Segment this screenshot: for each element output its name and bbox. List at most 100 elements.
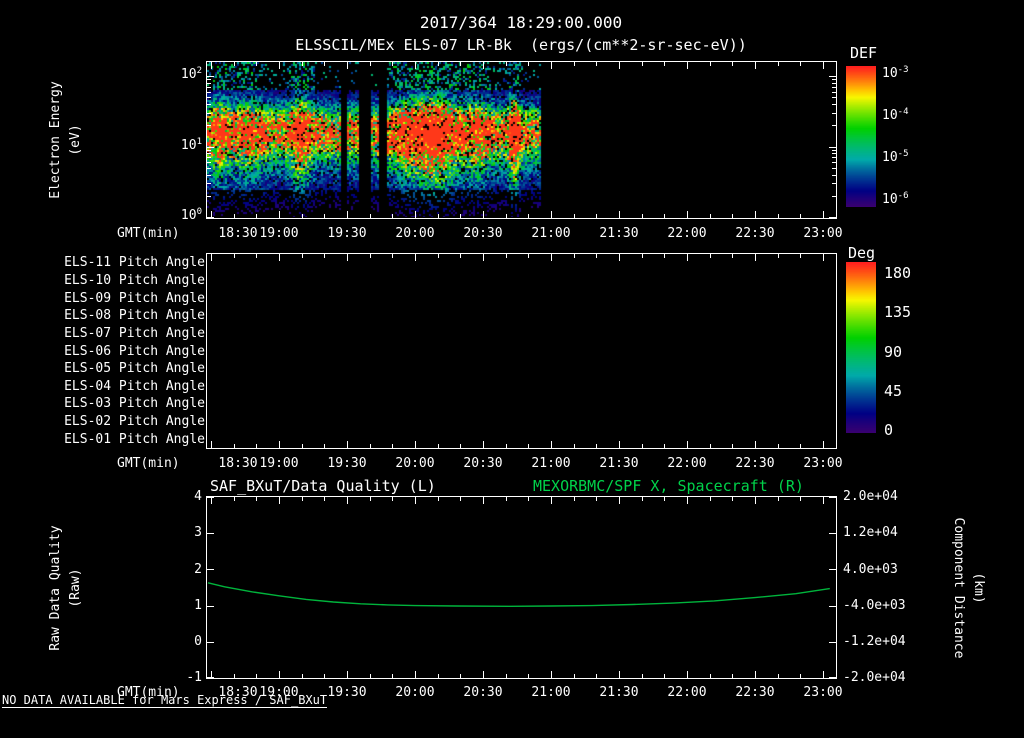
energy-tick-label: 101 <box>140 137 202 153</box>
axis-tick <box>483 254 484 261</box>
axis-tick <box>687 497 688 504</box>
axis-tick <box>392 214 394 218</box>
axis-tick <box>347 62 348 69</box>
pitch-angle-row-label: ELS-07 Pitch Angle <box>64 325 205 341</box>
pitch-angle-row-label: ELS-08 Pitch Angle <box>64 308 205 324</box>
axis-tick <box>573 62 575 66</box>
axis-tick <box>460 62 462 66</box>
timestamp-title: 2017/364 18:29:00.000 <box>419 13 623 32</box>
axis-tick <box>823 254 824 261</box>
deg-colorbar-tick-label: 135 <box>884 303 912 322</box>
plot-title: ELSSCIL/MEx ELS-07 LR-Bk (ergs/(cm**2-sr… <box>295 36 747 54</box>
axis-tick <box>777 62 779 66</box>
axis-tick <box>324 497 326 501</box>
axis-tick <box>233 674 235 678</box>
quality-tick-label: 1 <box>194 598 202 613</box>
axis-tick <box>755 671 756 678</box>
axis-tick <box>823 211 824 218</box>
axis-tick <box>369 497 371 501</box>
x-tick-label: 18:30 <box>218 456 258 471</box>
axis-tick <box>732 62 734 66</box>
x-tick-label: 19:30 <box>327 456 367 471</box>
axis-tick <box>755 62 756 69</box>
axis-tick <box>301 254 303 258</box>
axis-tick <box>528 497 530 501</box>
axis-tick <box>256 62 258 66</box>
axis-tick <box>211 211 212 218</box>
axis-tick <box>823 671 824 678</box>
axis-tick <box>832 157 836 159</box>
x-tick-label: 20:30 <box>463 226 503 241</box>
axis-tick <box>207 112 211 114</box>
axis-tick <box>324 674 326 678</box>
axis-tick <box>392 254 394 258</box>
axis-tick <box>207 195 211 197</box>
axis-tick <box>800 674 802 678</box>
axis-tick <box>460 254 462 258</box>
axis-tick <box>551 441 552 448</box>
axis-tick <box>829 533 836 535</box>
axis-tick <box>596 62 598 66</box>
axis-tick <box>207 82 211 84</box>
axis-tick <box>207 149 211 151</box>
axis-tick <box>777 497 779 501</box>
axis-tick <box>505 214 507 218</box>
axis-tick <box>596 444 598 448</box>
x-tick-label: 22:30 <box>735 226 775 241</box>
axis-tick <box>755 254 756 261</box>
axis-tick <box>823 497 824 504</box>
axis-tick <box>483 497 484 504</box>
axis-tick <box>709 214 711 218</box>
axis-tick <box>392 497 394 501</box>
axis-tick <box>415 441 416 448</box>
x-tick-label: 19:00 <box>259 685 299 700</box>
axis-tick <box>832 79 836 81</box>
axis-tick <box>551 62 552 69</box>
axis-tick <box>437 254 439 258</box>
axis-tick <box>505 674 507 678</box>
axis-tick <box>460 497 462 501</box>
axis-tick <box>301 214 303 218</box>
axis-tick <box>301 674 303 678</box>
pitch-angle-row-label: ELS-06 Pitch Angle <box>64 343 205 359</box>
axis-tick <box>483 211 484 218</box>
x-tick-label: 19:30 <box>327 685 367 700</box>
gmt-axis-panel1: GMT(min) 18:30 19:00 19:30 20:00 20:30 21:00 21… <box>0 226 1024 242</box>
axis-tick <box>211 497 212 504</box>
axis-tick <box>207 162 211 164</box>
els-quicklook-plot: 2017/364 18:29:00.000 ELSSCIL/MEx ELS-07… <box>0 13 1024 708</box>
axis-tick <box>207 76 214 78</box>
axis-tick <box>619 497 620 504</box>
data-quality-title: SAF_BXuT/Data Quality (L) <box>210 477 436 495</box>
x-tick-label: 22:30 <box>735 685 775 700</box>
tick-exponent: -4 <box>897 107 909 117</box>
axis-tick <box>664 62 666 66</box>
pitch-angle-row-label: ELS-01 Pitch Angle <box>64 431 205 447</box>
axis-tick <box>832 153 836 155</box>
pitch-angle-row-label: ELS-10 Pitch Angle <box>64 272 205 288</box>
axis-tick <box>832 174 836 176</box>
quality-tick-label: 2 <box>194 562 202 577</box>
axis-tick <box>777 254 779 258</box>
deg-colorbar-tick-label: 45 <box>884 381 903 400</box>
axis-tick <box>755 211 756 218</box>
tick-exponent: 0 <box>196 207 202 217</box>
x-tick-label: 20:30 <box>463 456 503 471</box>
axis-tick <box>207 183 211 185</box>
axis-tick <box>256 254 258 258</box>
axis-tick <box>437 674 439 678</box>
axis-tick <box>369 62 371 66</box>
axis-tick <box>755 497 756 504</box>
axis-tick <box>207 569 214 571</box>
axis-tick <box>207 157 211 159</box>
axis-tick <box>641 497 643 501</box>
axis-tick <box>755 441 756 448</box>
axis-tick <box>207 533 214 535</box>
x-tick-label: 22:00 <box>667 685 707 700</box>
axis-tick <box>596 674 598 678</box>
distance-tick-label: 1.2e+04 <box>843 525 898 540</box>
x-tick-label: 19:00 <box>259 226 299 241</box>
axis-tick <box>301 497 303 501</box>
axis-tick <box>800 62 802 66</box>
quality-tick-label: -1 <box>186 670 202 685</box>
